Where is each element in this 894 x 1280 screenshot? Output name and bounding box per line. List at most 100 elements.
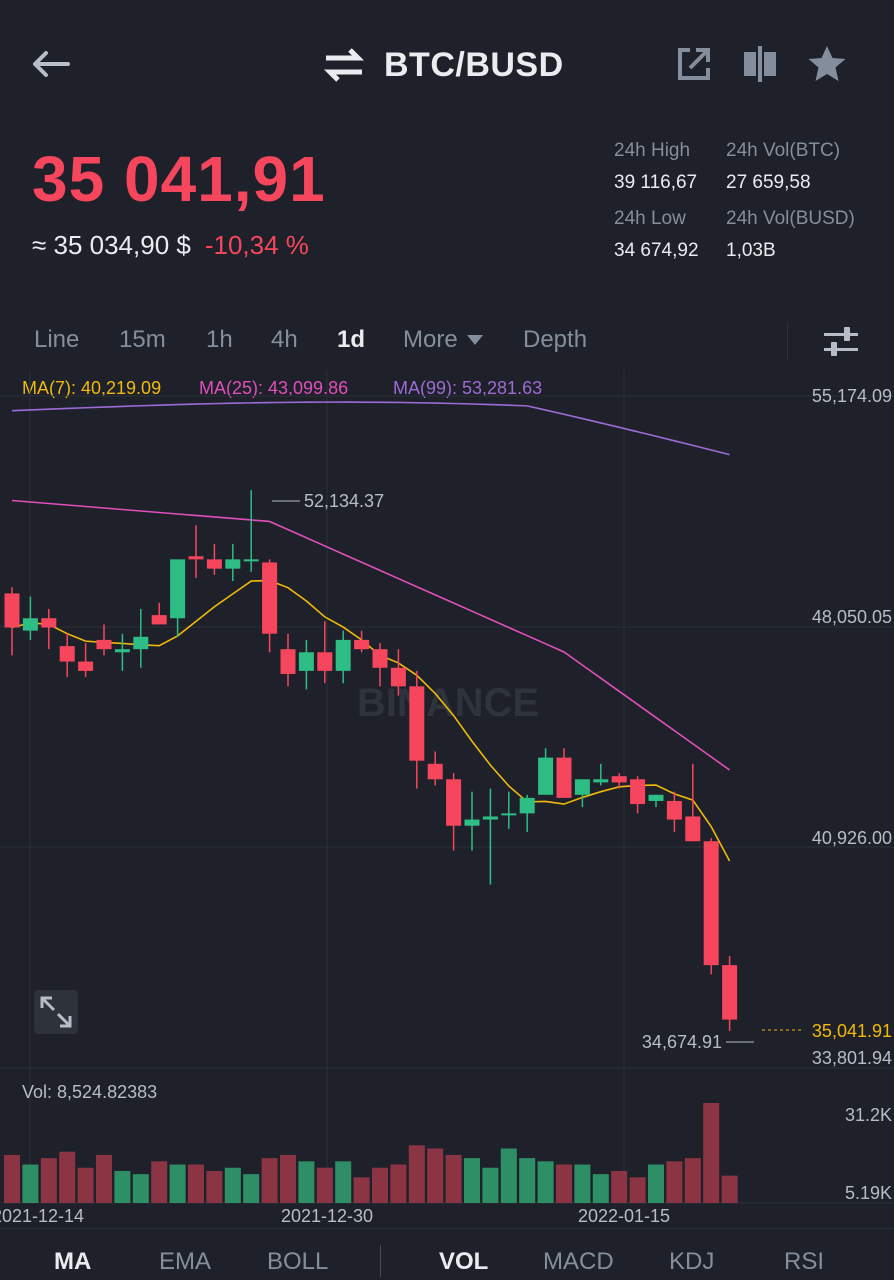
arrow-left-icon <box>33 51 70 77</box>
volume-bar <box>482 1167 499 1203</box>
approx-usd-value: ≈ 35 034,90 $ <box>32 230 191 260</box>
low-label: 24h Low <box>614 208 686 229</box>
min-price-marker: 34,674.91 <box>642 1032 722 1052</box>
volume-bar <box>703 1103 720 1203</box>
volume-bar <box>611 1170 628 1203</box>
volume-bar <box>537 1161 554 1203</box>
candle-body <box>593 779 609 783</box>
volume-bar <box>684 1158 701 1203</box>
volume-bar <box>574 1164 591 1203</box>
y-axis-label-low: 33,801.94 <box>812 1048 892 1068</box>
candle-body <box>262 562 278 634</box>
high-value: 39 116,67 <box>614 172 698 193</box>
candle-body <box>685 816 701 842</box>
back-button[interactable] <box>28 44 74 84</box>
candle-body <box>372 649 388 668</box>
caret-down-icon <box>466 335 483 345</box>
candle-body <box>151 615 167 625</box>
volume-bar <box>372 1167 388 1203</box>
pair-selector[interactable]: BTC/BUSD <box>322 42 564 88</box>
indicator-macd[interactable]: MACD <box>543 1248 614 1275</box>
ma25-legend: MA(25): 43,099.86 <box>199 378 349 398</box>
volume-bar <box>243 1174 260 1203</box>
tab-more-label: More <box>403 326 458 353</box>
y-axis-label-mid1: 48,050.05 <box>812 607 892 627</box>
tab-1h[interactable]: 1h <box>206 326 233 353</box>
star-icon <box>808 46 846 81</box>
low-value: 34 674,92 <box>614 240 699 261</box>
candle-body <box>611 776 627 783</box>
ma25-line <box>11 499 731 771</box>
volume-bar <box>648 1164 664 1203</box>
volume-bar <box>206 1170 223 1203</box>
volume-bar <box>22 1164 39 1203</box>
watermark: BINANCE <box>357 681 539 725</box>
tab-depth[interactable]: Depth <box>523 326 588 353</box>
indicator-divider <box>380 1245 381 1277</box>
chart-settings-button[interactable] <box>822 324 860 360</box>
expand-icon <box>40 996 72 1028</box>
pair-title: BTC/BUSD <box>384 45 564 84</box>
volume-bar <box>132 1174 149 1203</box>
ma99-legend: MA(99): 53,281.63 <box>393 378 543 398</box>
candle-body <box>648 794 664 801</box>
volume-bar <box>77 1167 94 1203</box>
last-price: 35 041,91 <box>32 143 326 215</box>
tab-15m[interactable]: 15m <box>119 326 166 353</box>
candle-body <box>446 779 462 826</box>
tab-4h[interactable]: 4h <box>271 326 298 353</box>
volume-bar <box>390 1164 407 1203</box>
tab-line[interactable]: Line <box>34 326 80 353</box>
compare-button[interactable] <box>740 44 780 84</box>
candlestick-chart[interactable]: BINANCE 55,174.09 48,050.05 40,926.00 33… <box>0 370 894 1228</box>
volume-bar <box>316 1167 333 1203</box>
share-icon <box>678 48 710 80</box>
candle-compare-icon <box>744 46 776 82</box>
indicator-boll[interactable]: BOLL <box>267 1248 329 1275</box>
candle-body <box>298 652 314 671</box>
indicator-ma[interactable]: MA <box>54 1248 92 1275</box>
candle-body <box>556 757 572 798</box>
volume-bar <box>519 1158 536 1203</box>
volume-bar <box>464 1158 480 1203</box>
swap-arrows-icon <box>323 48 365 82</box>
vol-busd-value: 1,03B <box>726 240 776 261</box>
share-button[interactable] <box>674 44 714 84</box>
candle-body <box>133 636 149 650</box>
high-label: 24h High <box>614 140 691 161</box>
indicator-kdj[interactable]: KDJ <box>669 1248 715 1275</box>
volume-bar <box>721 1175 738 1203</box>
indicator-ema[interactable]: EMA <box>159 1248 212 1275</box>
candle-body <box>390 667 406 687</box>
candle-body <box>482 816 498 820</box>
candle-body <box>78 661 94 671</box>
candle-body <box>501 813 517 816</box>
volume-bar <box>224 1167 241 1203</box>
candle-body <box>243 559 259 562</box>
volume-bar <box>353 1177 370 1203</box>
tab-more[interactable]: More <box>403 326 484 354</box>
volume-bar <box>96 1154 112 1203</box>
indicator-vol[interactable]: VOL <box>439 1248 489 1275</box>
price-approx-line: ≈ 35 034,90 $ -10,34 % <box>32 230 309 261</box>
tab-divider <box>787 322 788 360</box>
favorite-button[interactable] <box>806 44 846 84</box>
candle-body <box>703 841 719 966</box>
candle-body <box>574 779 590 795</box>
tab-1d[interactable]: 1d <box>337 326 366 353</box>
y-axis-label-mid2: 40,926.00 <box>812 828 892 848</box>
candle-body <box>188 556 204 560</box>
fullscreen-button[interactable] <box>34 990 78 1034</box>
volume-bar <box>40 1158 57 1203</box>
change-percent: -10,34 % <box>204 230 309 260</box>
volume-bar <box>261 1158 278 1203</box>
vol-btc-value: 27 659,58 <box>726 172 811 193</box>
x-axis-date-1: 2021-12-14 <box>0 1206 84 1226</box>
volume-bar <box>629 1177 646 1203</box>
candle-body <box>427 763 443 780</box>
vol-busd-label: 24h Vol(BUSD) <box>726 208 855 229</box>
sliders-icon <box>824 327 858 356</box>
volume-bar <box>666 1161 683 1203</box>
indicator-rsi[interactable]: RSI <box>784 1248 825 1275</box>
volume-bar <box>59 1151 76 1203</box>
